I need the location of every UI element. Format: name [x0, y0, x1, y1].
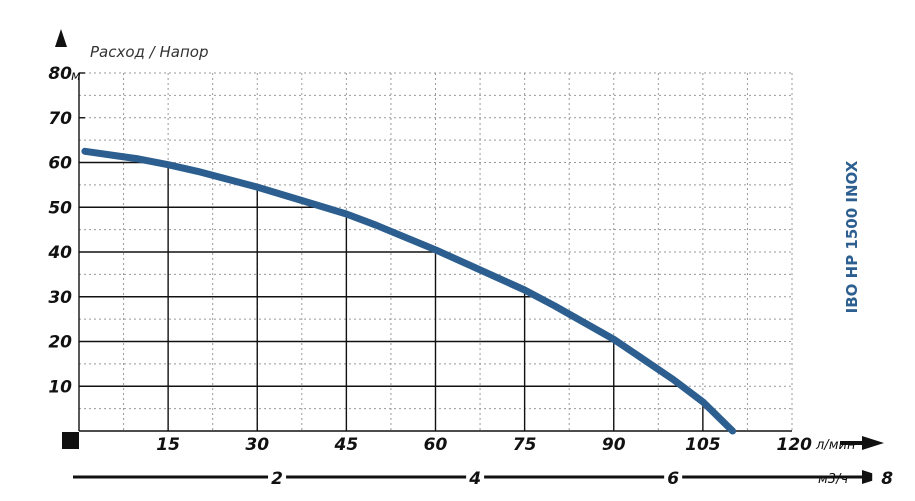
x-tick-label: 45: [334, 435, 359, 455]
x-tick-label: 75: [513, 435, 537, 455]
y-tick-label: 40: [47, 243, 72, 263]
x-tick-label: 30: [245, 435, 269, 455]
chart-title: Расход / Напор: [90, 43, 208, 61]
x2-unit-label: м3/ч: [818, 472, 848, 487]
y-tick-label: 30: [48, 288, 72, 308]
x-tick-label: 60: [424, 435, 448, 455]
y-tick-label: 80: [48, 64, 72, 84]
y-tick-label: 60: [48, 154, 72, 174]
x-axis-arrow-icon: [862, 436, 884, 450]
x-tick-label: 15: [156, 435, 180, 455]
x2-tick-bg: [664, 466, 683, 488]
model-label: IBO HP 1500 INOX: [843, 160, 861, 313]
x2-tick-label: 6: [667, 469, 679, 489]
x2-tick-bg: [268, 466, 287, 488]
y-tick-label: 10: [48, 377, 72, 397]
y-axis-arrow-icon: [55, 29, 67, 47]
x2-tick-bg: [872, 466, 903, 488]
x-unit-label: л/мин: [815, 438, 856, 453]
y-tick-label: 20: [48, 333, 72, 353]
x2-tick-label: 4: [468, 469, 481, 489]
y-tick-label: 50: [48, 198, 72, 218]
x-tick-labels: 15 30 45 60 75 90 105 120: [156, 435, 812, 455]
origin-marker: [62, 432, 79, 449]
x-tick-label: 105: [685, 435, 721, 455]
x2-tick-label: 8: [881, 469, 893, 489]
y-unit-label: м: [71, 69, 81, 84]
x2-tick-labels: 2 4 6 8: [268, 466, 903, 489]
axes: [73, 73, 884, 484]
y-tick-labels: 10 20 30 40 50 60 70 80: [47, 64, 72, 397]
x2-tick-label: 2: [271, 469, 283, 489]
performance-curve: [81, 147, 737, 435]
x2-tick-bg: [466, 466, 485, 488]
x-tick-label: 120: [777, 435, 813, 455]
curve-layer: [81, 147, 737, 435]
x-tick-label: 90: [602, 435, 626, 455]
y-tick-label: 70: [48, 109, 72, 129]
